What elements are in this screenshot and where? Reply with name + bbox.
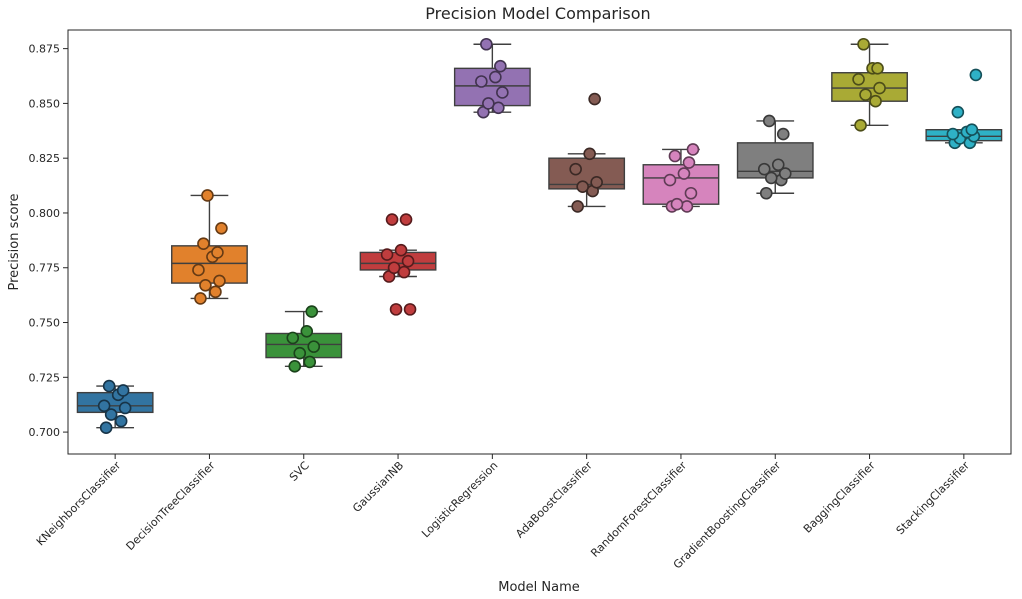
data-point — [475, 75, 488, 88]
data-point — [946, 127, 960, 141]
x-tick-label: GaussianNB — [350, 459, 406, 515]
data-point — [588, 92, 601, 106]
x-tick-label: StackingClassifier — [894, 459, 973, 538]
data-point — [197, 237, 210, 250]
data-point — [762, 114, 776, 128]
data-point — [385, 213, 399, 226]
data-point — [399, 213, 413, 226]
data-point — [403, 303, 417, 316]
y-tick-label: 0.800 — [29, 207, 61, 220]
data-point — [192, 263, 205, 277]
data-point — [209, 285, 222, 299]
y-tick-label: 0.850 — [29, 97, 61, 110]
data-point — [114, 414, 128, 428]
data-point — [286, 331, 300, 345]
data-point — [307, 340, 321, 353]
data-point — [764, 171, 778, 185]
data-point — [288, 360, 302, 373]
data-point — [118, 401, 132, 415]
data-point — [869, 94, 882, 108]
data-point — [857, 37, 870, 51]
data-point — [303, 355, 317, 369]
y-tick-label: 0.750 — [29, 317, 61, 330]
data-point — [590, 175, 603, 189]
data-point — [670, 197, 684, 211]
x-tick-label: LogisticRegression — [419, 459, 500, 540]
data-point — [213, 274, 226, 288]
data-point — [569, 162, 582, 176]
data-point — [394, 243, 408, 257]
data-point — [104, 408, 118, 421]
x-tick-label: AdaBoostClassifier — [513, 459, 595, 541]
x-tick-label: GradientBoostingClassifier — [671, 459, 784, 572]
data-point — [757, 162, 771, 176]
data-point — [116, 384, 130, 397]
data-point — [969, 68, 983, 82]
y-tick-label: 0.700 — [29, 426, 61, 439]
plot-frame — [67, 29, 1012, 455]
x-tick-label: DecisionTreeClassifier — [124, 459, 218, 553]
data-point — [759, 186, 773, 200]
chart-title: Precision Model Comparison — [425, 4, 650, 23]
data-point — [677, 167, 691, 180]
data-point — [199, 278, 212, 292]
data-point — [778, 167, 792, 180]
data-point — [482, 97, 495, 110]
x-tick-label: BaggingClassifier — [801, 459, 878, 536]
data-point — [489, 70, 502, 84]
x-tick-label: RandomForestClassifier — [588, 459, 689, 560]
x-axis-label: Model Name — [498, 580, 580, 595]
x-tick-label: SVC — [287, 459, 312, 484]
data-point — [668, 149, 682, 163]
data-point — [211, 246, 224, 259]
data-point — [215, 222, 228, 235]
data-point — [305, 305, 319, 318]
data-point — [854, 119, 867, 132]
data-point — [99, 421, 113, 435]
data-point — [776, 127, 790, 141]
data-point — [293, 346, 307, 360]
y-tick-label: 0.875 — [29, 43, 61, 56]
data-point — [494, 59, 507, 73]
data-point — [194, 292, 207, 305]
data-point — [401, 254, 415, 268]
data-point — [571, 200, 584, 213]
data-point — [480, 37, 493, 51]
y-axis-label: Precision score — [7, 193, 22, 290]
data-point — [686, 143, 700, 156]
data-point — [389, 303, 403, 316]
data-point — [873, 81, 886, 95]
data-point — [496, 86, 509, 99]
data-point — [583, 147, 596, 161]
data-point — [576, 180, 589, 193]
x-tick-label: KNeighborsClassifier — [34, 459, 124, 549]
data-point — [97, 399, 111, 413]
data-point — [201, 189, 214, 202]
y-tick-label: 0.775 — [29, 262, 61, 275]
y-tick-label: 0.725 — [29, 371, 61, 384]
data-point — [859, 88, 872, 101]
y-tick-label: 0.825 — [29, 152, 61, 165]
data-point — [387, 261, 401, 275]
data-point — [771, 158, 785, 172]
data-point — [102, 379, 116, 393]
data-point — [871, 62, 884, 75]
data-point — [951, 105, 965, 119]
data-point — [684, 186, 698, 200]
data-point — [380, 248, 394, 261]
data-point — [682, 156, 696, 169]
data-point — [663, 173, 677, 187]
data-point — [852, 73, 865, 86]
data-point — [680, 200, 694, 213]
data-point — [300, 324, 314, 338]
data-point — [965, 123, 979, 137]
